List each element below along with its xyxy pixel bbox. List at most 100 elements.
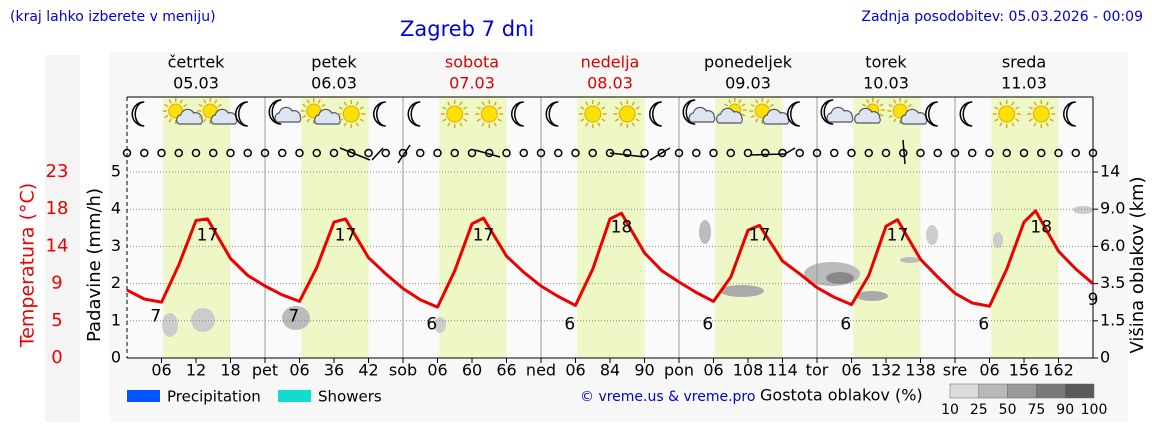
wind-calm: [416, 148, 425, 158]
sun-ray: [355, 101, 359, 106]
wind-calm: [864, 148, 873, 158]
wind-calm: [381, 148, 390, 158]
sun-ray: [198, 103, 203, 108]
legend-swatch: [127, 390, 160, 402]
cloud-scale-swatch: [1064, 383, 1095, 399]
wind-calm: [1019, 148, 1029, 158]
wind-calm: [709, 148, 718, 158]
moon: [682, 99, 696, 125]
sun-ray: [493, 122, 497, 127]
wind-calm: [571, 148, 580, 158]
weather-icon: [820, 99, 854, 125]
day-date: 07.03: [449, 74, 495, 93]
sun-ray: [447, 122, 451, 127]
wind-calm: [743, 148, 753, 158]
temp-label: 6: [564, 314, 575, 334]
wind-calm: [692, 148, 701, 158]
cloud-scale-swatch: [1007, 383, 1037, 399]
credit: © vreme.us & vreme.pro: [580, 389, 755, 405]
x-tick-label: 42: [358, 361, 378, 380]
x-tick-label: 60: [462, 361, 482, 380]
sun-ray: [619, 122, 623, 127]
wind-calm: [278, 148, 287, 158]
weather-icon: [682, 99, 716, 125]
sun-ray: [580, 106, 585, 110]
moon: [820, 99, 834, 125]
wind-barb: [649, 147, 671, 161]
sun-ray: [741, 113, 746, 117]
weather-icon: [511, 101, 524, 127]
sun: [618, 105, 636, 123]
sun-ray: [459, 101, 463, 106]
weather-icon: [854, 98, 885, 124]
sun-ray: [183, 103, 188, 108]
sun-ray: [738, 99, 742, 104]
y2-tick-label: 0: [1100, 348, 1110, 367]
day-date: 05.03: [173, 74, 219, 93]
day-date: 10.03: [863, 74, 909, 93]
sun-ray: [359, 106, 364, 110]
moon: [373, 101, 386, 127]
x-tick-label: 114: [767, 361, 798, 380]
x-tick-label: 138: [905, 361, 936, 380]
day-date: 09.03: [725, 74, 771, 93]
wind-barb: [749, 153, 786, 156]
x-tick-label: 162: [1043, 361, 1074, 380]
sun-ray: [755, 118, 759, 123]
cloud-density: [926, 225, 938, 245]
temp-label: 17: [887, 226, 909, 246]
wind-calm: [174, 148, 183, 158]
wind-calm: [122, 148, 132, 158]
sun-ray: [741, 103, 746, 107]
wind-barb: [609, 152, 646, 158]
y2-tick-label: 9.0: [1100, 199, 1125, 218]
weather-icon: [1027, 100, 1056, 128]
sun-ray: [302, 103, 307, 108]
sun-ray: [861, 103, 867, 107]
wind-barb: [339, 147, 371, 161]
wind-calm: [467, 148, 477, 158]
weather-icon: [925, 101, 938, 127]
cloud: [854, 107, 881, 124]
wind-barb: [371, 147, 384, 161]
weather-icon: [440, 100, 469, 128]
wind-calm: [985, 148, 994, 158]
sun-ray: [168, 99, 172, 104]
x-tick-label: 06: [841, 361, 861, 380]
cloud-scale-label: 25: [970, 402, 988, 418]
wind-calm: [830, 148, 839, 158]
sun-ray: [1015, 106, 1020, 110]
sun-ray: [317, 99, 321, 104]
sun-ray: [635, 118, 640, 122]
cloud-density: [720, 285, 764, 297]
wind-calm: [968, 148, 977, 158]
wind-calm: [295, 148, 304, 158]
y-axis-title: Padavine (mm/h): [84, 188, 105, 342]
day-name: torek: [865, 53, 907, 72]
wind-calm: [140, 148, 149, 158]
y-tick-label: 2: [111, 273, 121, 292]
sun-ray: [214, 99, 218, 104]
sun-ray: [1045, 101, 1049, 106]
y-tick-label: 1: [111, 310, 121, 329]
sun-ray: [493, 101, 497, 106]
sun-ray: [904, 99, 908, 104]
temp-axis-title: Temperatura (°C): [17, 183, 39, 348]
cloud: [176, 108, 203, 125]
cloud-density: [856, 291, 888, 301]
moon: [511, 101, 524, 127]
sun-ray: [999, 122, 1003, 127]
sun-ray: [888, 114, 893, 119]
sun-ray: [876, 99, 880, 104]
y-tick-label: 4: [111, 199, 121, 218]
sun-ray: [631, 101, 635, 106]
wind-calm: [226, 148, 235, 158]
sun-ray: [442, 118, 447, 122]
temp-label: 6: [978, 314, 989, 334]
cloud-density: [162, 313, 178, 337]
sun: [480, 105, 498, 123]
note: (kraj lahko izberete v meniju): [10, 9, 216, 25]
daylight-band: [301, 97, 369, 358]
y2-tick-label: 3.5: [1100, 273, 1125, 292]
